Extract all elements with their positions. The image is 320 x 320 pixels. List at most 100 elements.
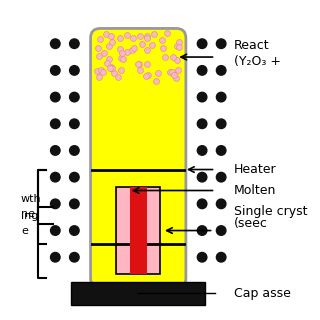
Circle shape (69, 92, 79, 102)
Circle shape (216, 119, 226, 129)
Text: wth: wth (21, 194, 42, 204)
Point (108, 65, 114, 70)
Point (150, 42, 155, 47)
Point (124, 33, 129, 38)
Circle shape (197, 119, 207, 129)
Point (173, 76, 179, 81)
Circle shape (51, 66, 60, 75)
Point (100, 69, 106, 75)
Circle shape (197, 66, 207, 75)
Bar (71, 282, 205, 305)
Circle shape (216, 39, 226, 48)
Point (108, 65, 113, 70)
Circle shape (197, 252, 207, 262)
Point (167, 69, 172, 75)
Point (138, 33, 143, 38)
Circle shape (197, 39, 207, 48)
Text: Cap asse: Cap asse (234, 287, 291, 300)
Point (97, 74, 102, 79)
Point (135, 61, 140, 66)
Point (96, 45, 101, 51)
Point (131, 35, 136, 40)
Point (118, 36, 123, 41)
Circle shape (197, 172, 207, 182)
Point (137, 67, 142, 72)
Point (172, 73, 177, 78)
Circle shape (216, 92, 226, 102)
Circle shape (197, 92, 207, 102)
Point (118, 46, 123, 51)
Bar (116, 187, 160, 274)
Point (130, 47, 135, 52)
Text: React: React (234, 39, 269, 52)
Point (144, 74, 149, 79)
Point (132, 45, 137, 50)
Circle shape (216, 146, 226, 155)
Text: ne: ne (21, 209, 35, 219)
Point (98, 68, 103, 73)
Point (144, 47, 149, 52)
Point (162, 54, 167, 59)
Point (145, 36, 150, 41)
Point (106, 57, 111, 62)
Point (144, 61, 149, 66)
Point (94, 68, 100, 73)
Point (115, 75, 120, 80)
Point (137, 61, 142, 67)
Point (108, 34, 114, 39)
Point (174, 58, 179, 63)
FancyBboxPatch shape (91, 28, 186, 288)
Point (151, 31, 156, 36)
Text: (Y₂O₃ +: (Y₂O₃ + (234, 55, 281, 68)
Circle shape (51, 39, 60, 48)
Point (121, 56, 126, 61)
Point (176, 68, 181, 73)
Circle shape (216, 66, 226, 75)
Circle shape (69, 146, 79, 155)
Point (159, 38, 164, 43)
Text: e: e (21, 227, 28, 236)
Circle shape (216, 226, 226, 235)
Point (145, 73, 150, 78)
Circle shape (51, 252, 60, 262)
Point (154, 79, 159, 84)
Point (108, 66, 114, 71)
Point (125, 49, 130, 54)
Circle shape (51, 226, 60, 235)
Text: Heater: Heater (234, 163, 276, 176)
Point (119, 68, 124, 73)
Point (109, 39, 115, 44)
Point (140, 41, 145, 46)
Point (176, 40, 181, 45)
Point (174, 43, 180, 48)
Text: (seec: (seec (234, 217, 268, 230)
Circle shape (216, 172, 226, 182)
Point (101, 51, 106, 56)
Point (164, 30, 169, 35)
Circle shape (51, 172, 60, 182)
Circle shape (69, 66, 79, 75)
Circle shape (51, 119, 60, 129)
Text: Single cryst: Single cryst (234, 205, 307, 218)
Point (176, 44, 181, 49)
Circle shape (216, 199, 226, 209)
Point (160, 46, 165, 51)
Circle shape (69, 39, 79, 48)
Point (119, 50, 124, 55)
Circle shape (51, 146, 60, 155)
Text: Molten: Molten (234, 184, 276, 197)
Circle shape (69, 119, 79, 129)
Circle shape (197, 226, 207, 235)
Circle shape (69, 226, 79, 235)
Point (103, 31, 108, 36)
Point (156, 71, 161, 76)
Circle shape (216, 252, 226, 262)
Point (119, 56, 124, 61)
Circle shape (69, 199, 79, 209)
Point (111, 70, 116, 75)
Circle shape (51, 92, 60, 102)
Point (97, 53, 102, 58)
Point (144, 33, 149, 38)
Circle shape (197, 199, 207, 209)
Circle shape (197, 146, 207, 155)
